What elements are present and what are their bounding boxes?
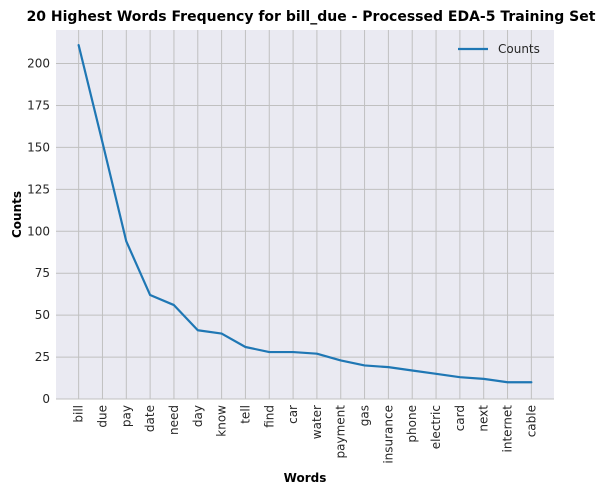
x-tick-label: car bbox=[286, 405, 300, 424]
y-tick-label: 125 bbox=[27, 182, 50, 196]
y-tick-label: 175 bbox=[27, 98, 50, 112]
x-tick-label: cable bbox=[524, 405, 538, 437]
x-tick-label: day bbox=[191, 405, 205, 427]
plot-area bbox=[56, 30, 554, 399]
x-tick-label: internet bbox=[501, 405, 515, 453]
y-tick-label: 50 bbox=[35, 308, 50, 322]
y-tick-label: 100 bbox=[27, 224, 50, 238]
x-tick-label: find bbox=[262, 405, 276, 428]
chart-title: 20 Highest Words Frequency for bill_due … bbox=[27, 9, 596, 25]
x-tick-label: phone bbox=[405, 405, 419, 443]
x-tick-label: payment bbox=[334, 405, 348, 459]
x-tick-label: due bbox=[95, 405, 109, 428]
grid-lines bbox=[56, 30, 554, 400]
x-tick-label: insurance bbox=[381, 405, 395, 464]
x-axis-title: Words bbox=[284, 471, 327, 485]
x-tick-label: water bbox=[310, 405, 324, 439]
x-tick-label: need bbox=[167, 405, 181, 435]
y-axis-title: Counts bbox=[10, 191, 24, 238]
series-line-counts bbox=[77, 43, 533, 384]
x-tick-label: know bbox=[215, 405, 229, 437]
y-tick-label: 25 bbox=[35, 350, 50, 364]
x-tick-label: electric bbox=[429, 405, 443, 449]
x-tick-label: bill bbox=[72, 405, 86, 423]
y-axis-ticks: 0 25 50 75 100 125 150 175 200 bbox=[27, 57, 50, 406]
x-tick-label: next bbox=[477, 405, 491, 432]
x-tick-label: card bbox=[453, 405, 467, 431]
x-tick-label: pay bbox=[119, 405, 133, 427]
legend-label-counts: Counts bbox=[498, 42, 540, 56]
x-tick-label: gas bbox=[358, 405, 372, 426]
x-tick-label: tell bbox=[238, 405, 252, 424]
y-tick-label: 150 bbox=[27, 140, 50, 154]
y-tick-label: 0 bbox=[42, 392, 50, 406]
x-axis-ticks: bill due pay date need day know tell find car wate… bbox=[72, 405, 539, 464]
legend: Counts bbox=[458, 42, 540, 56]
x-tick-label: date bbox=[143, 405, 157, 432]
y-tick-label: 200 bbox=[27, 57, 50, 71]
series-layer bbox=[77, 43, 533, 384]
y-tick-label: 75 bbox=[35, 266, 50, 280]
